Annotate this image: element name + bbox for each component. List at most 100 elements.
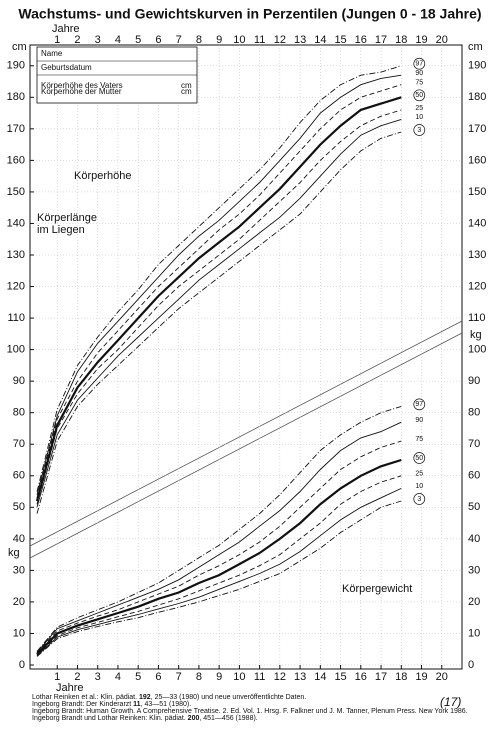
x-tick-label: 4	[115, 671, 121, 683]
reference-part: Ingeborg Brandt: Human Growth. A Compreh…	[32, 708, 468, 715]
reference-part: , 25—33 (1980) und neue unveröffentlicht…	[151, 694, 307, 701]
x-tick-label: 3	[95, 34, 101, 46]
label-circle	[413, 493, 426, 505]
series-label: 97	[415, 401, 423, 408]
x-tick-label: 12	[274, 34, 286, 46]
form-unit: cm	[181, 87, 192, 96]
form-field: Name	[41, 49, 63, 58]
reference-part: Ingeborg Brandt und Lothar Reinken: Klin…	[32, 715, 188, 722]
y-tick-label: 120	[7, 280, 25, 292]
reference-part: Ingeborg Brandt: Der Kinderarzt	[32, 701, 133, 708]
x-tick-label: 9	[216, 671, 222, 683]
annotation: Körperhöhe	[74, 170, 132, 182]
series-label: 3	[417, 127, 421, 134]
y2-tick-label: 60	[468, 470, 480, 482]
y-tick-label: 0	[19, 659, 25, 671]
series-label: 97	[415, 61, 423, 68]
series-label: 75	[415, 436, 423, 443]
x-tick-label: 16	[355, 34, 367, 46]
x-tick-label: 10	[233, 671, 245, 683]
percentile-line	[36, 475, 402, 656]
y2-tick-label: 130	[468, 249, 486, 261]
band-line	[29, 320, 463, 547]
y2-tick-label: 170	[468, 123, 486, 135]
x-tick-label: 13	[294, 671, 306, 683]
y2-tick-label: 40	[468, 533, 480, 545]
x-tick-label: 15	[334, 34, 346, 46]
x-tick-label: 9	[216, 34, 222, 46]
y-tick-label: 160	[7, 154, 25, 166]
x-axis-label: Jahre	[56, 682, 84, 694]
reference: Lothar Reinken et al.: Klin. pädiat. 192…	[32, 694, 306, 701]
x-tick-label: 10	[233, 34, 245, 46]
reference: Ingeborg Brandt und Lothar Reinken: Klin…	[32, 715, 258, 722]
y-tick-label: 180	[7, 91, 25, 103]
x-tick-label: 2	[74, 671, 80, 683]
label-circle	[413, 124, 426, 136]
series-label: 10	[415, 114, 423, 121]
x-tick-label: 8	[196, 34, 202, 46]
y-unit: cm	[468, 41, 483, 53]
x-tick-label: 15	[334, 671, 346, 683]
y-tick-label: 60	[13, 470, 25, 482]
reference-part: 11	[133, 701, 141, 708]
y2-tick-label: 10	[468, 627, 480, 639]
y-tick-label: 110	[7, 312, 25, 324]
x-tick-label: 1	[54, 34, 60, 46]
percentile-line	[36, 421, 402, 653]
label-circle	[413, 398, 426, 411]
series-label: 3	[417, 496, 421, 503]
y-tick-label: 190	[7, 60, 25, 72]
y2-tick-label: 190	[468, 60, 486, 72]
annotation: Körpergewicht	[342, 583, 412, 595]
y2-tick-label: 120	[468, 280, 486, 292]
x-tick-label: 11	[254, 671, 265, 683]
y-tick-label: 70	[13, 438, 25, 450]
series-label: 25	[415, 105, 423, 112]
x-tick-label: 5	[135, 671, 141, 683]
y2-unit: kg	[470, 329, 482, 341]
series-label: 10	[415, 483, 423, 490]
y2-tick-label: 180	[468, 91, 486, 103]
y2-tick-label: 30	[468, 564, 480, 576]
y-tick-label: 80	[13, 407, 25, 419]
x-tick-label: 17	[375, 671, 387, 683]
y-tick-label: 90	[13, 375, 25, 387]
x-tick-label: 11	[254, 34, 265, 46]
y2-tick-label: 90	[468, 375, 480, 387]
y-tick-label: 30	[13, 564, 25, 576]
percentile-line	[36, 109, 402, 505]
chart-title: Wachstums- und Gewichtskurven in Perzent…	[18, 6, 481, 22]
percentile-line	[36, 405, 402, 652]
y-tick-label: 20	[13, 596, 25, 608]
page-number: (17)	[440, 695, 461, 709]
percentile-line	[35, 96, 402, 502]
series-label: 50	[415, 455, 423, 462]
x-tick-label: 7	[176, 671, 182, 683]
x-tick-label: 4	[115, 34, 121, 46]
x-tick-label: 8	[196, 671, 202, 683]
x-tick-label: 14	[314, 671, 326, 683]
percentile-line	[36, 131, 402, 514]
percentile-line	[36, 118, 402, 508]
x-tick-label: 19	[415, 671, 427, 683]
label-circle	[413, 452, 426, 464]
label-circle	[413, 89, 426, 102]
percentile-line	[36, 487, 402, 657]
plot-frame	[29, 44, 463, 670]
form-field: Körperhöhe der Mutter	[41, 87, 122, 96]
form-field: Körperhöhe des Vaters	[41, 81, 123, 90]
y2-unit: kg	[8, 547, 20, 559]
x-tick-label: 7	[176, 34, 182, 46]
y2-tick-label: 20	[468, 596, 480, 608]
y-tick-label: 100	[7, 344, 25, 356]
y2-tick-label: 70	[468, 438, 480, 450]
x-tick-label: 1	[54, 671, 60, 683]
series-label: 25	[415, 471, 423, 478]
annotation: Körperlänge	[37, 212, 97, 224]
x-axis-label: Jahre	[52, 23, 80, 35]
y-unit: cm	[12, 41, 27, 53]
y-tick-label: 130	[7, 249, 25, 261]
y2-tick-label: 150	[468, 186, 486, 198]
